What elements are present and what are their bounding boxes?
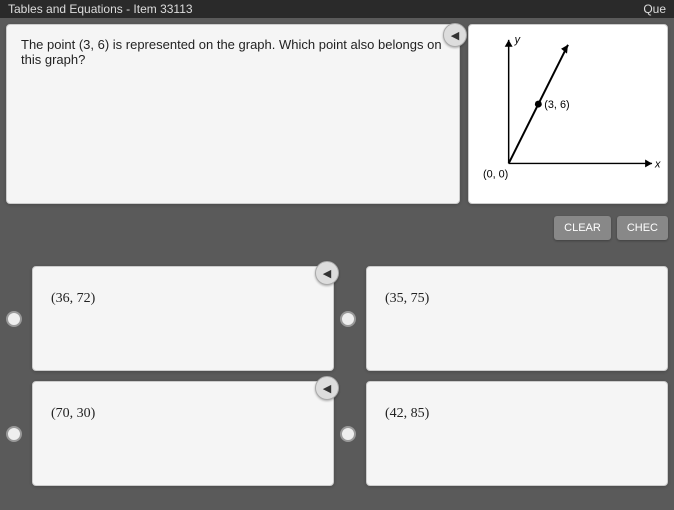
topbar-right: Que — [643, 2, 666, 16]
option-label-1: (36, 72) — [51, 291, 95, 306]
radio-option-2[interactable] — [340, 311, 356, 327]
audio-icon[interactable]: ◀ — [315, 376, 339, 400]
audio-icon[interactable]: ◀ — [315, 261, 339, 285]
option-card-4[interactable]: (42, 85) — [366, 381, 668, 486]
radio-option-4[interactable] — [340, 426, 356, 442]
question-box: The point (3, 6) is represented on the g… — [6, 24, 460, 204]
y-axis-label: y — [514, 34, 521, 46]
audio-icon[interactable]: ◀ — [443, 23, 467, 47]
graph-svg: (3, 6) (0, 0) y x — [469, 25, 667, 203]
option-card-1[interactable]: (36, 72) ◀ — [32, 266, 334, 371]
topbar: Tables and Equations - Item 33113 Que — [0, 0, 674, 18]
clear-button[interactable]: CLEAR — [554, 216, 611, 240]
x-axis-label: x — [654, 158, 661, 170]
graph-point-label: (3, 6) — [544, 99, 569, 111]
topbar-title: Tables and Equations - Item 33113 — [8, 2, 193, 16]
graph-origin-label: (0, 0) — [483, 168, 508, 180]
option-card-2[interactable]: (35, 75) — [366, 266, 668, 371]
radio-option-3[interactable] — [6, 426, 22, 442]
radio-option-1[interactable] — [6, 311, 22, 327]
graph-box: (3, 6) (0, 0) y x — [468, 24, 668, 204]
option-label-4: (42, 85) — [385, 406, 429, 421]
option-card-3[interactable]: (70, 30) ◀ — [32, 381, 334, 486]
option-label-2: (35, 75) — [385, 291, 429, 306]
option-label-3: (70, 30) — [51, 406, 95, 421]
question-text: The point (3, 6) is represented on the g… — [21, 37, 442, 67]
check-button[interactable]: CHEC — [617, 216, 668, 240]
